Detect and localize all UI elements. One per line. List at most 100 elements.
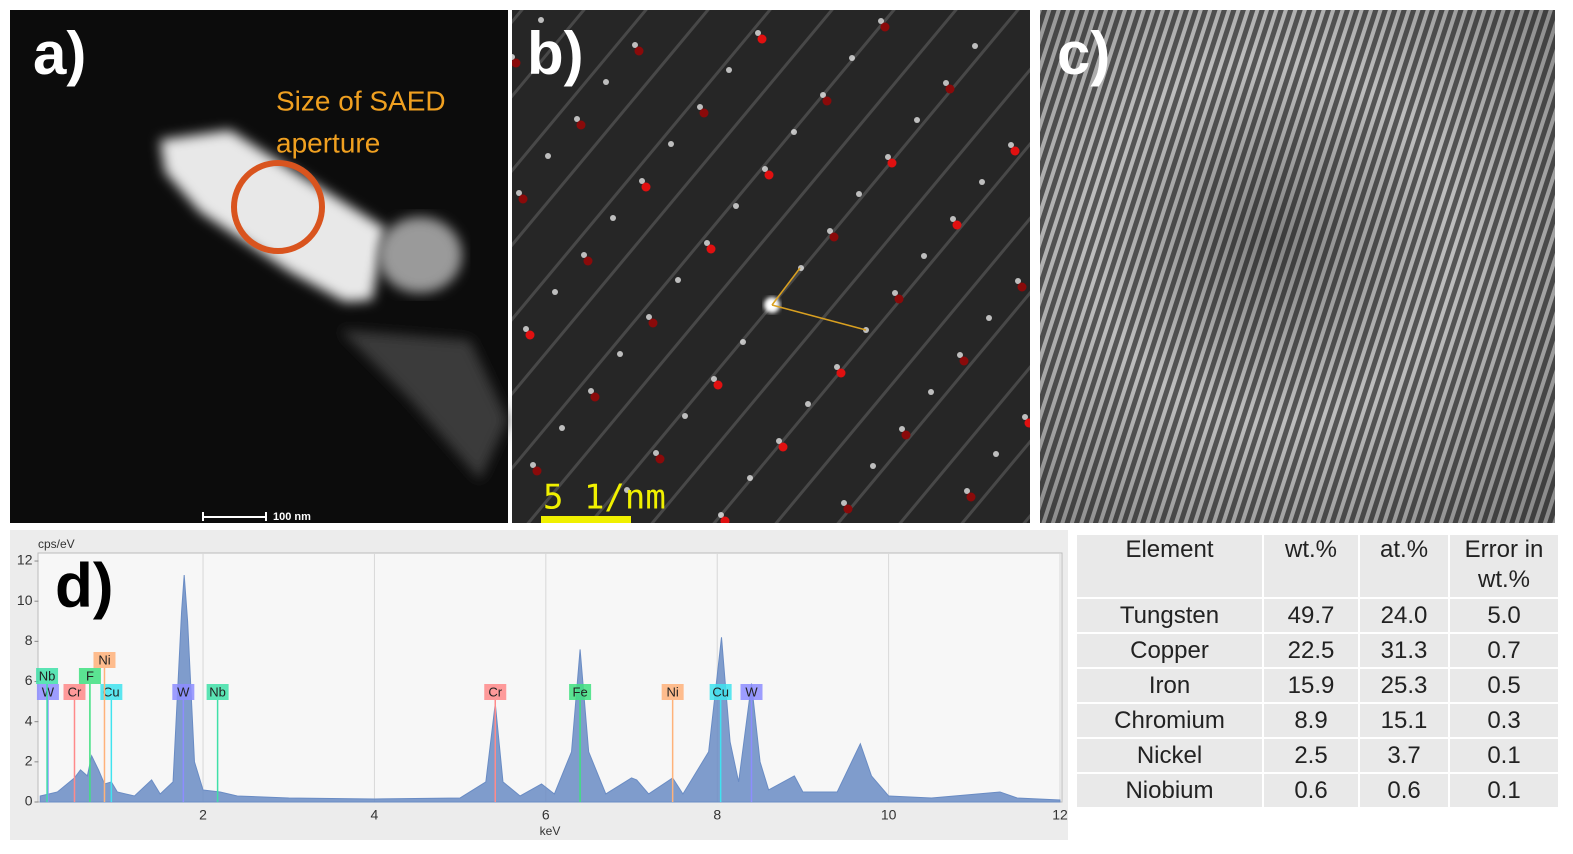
spot [762, 166, 768, 172]
indexed-spot [1024, 418, 1030, 428]
panel-a: a) Size of SAED aperture 100 nm [10, 10, 508, 523]
table-row: Chromium 8.9 15.1 0.3 [1075, 702, 1560, 739]
indexed-spot [525, 330, 535, 340]
table-cell: Chromium [1075, 702, 1264, 739]
table-cell: 0.7 [1448, 632, 1560, 669]
spot [1022, 414, 1028, 420]
element-tag [740, 684, 763, 700]
element-label: Cr [488, 684, 502, 699]
table-cell: 15.9 [1261, 667, 1361, 704]
diffraction-pattern [512, 10, 1030, 523]
spot [552, 289, 558, 295]
spot [617, 351, 623, 357]
element-tag [172, 684, 195, 700]
header-row: Element wt.% at.% Error in wt.% [1075, 533, 1560, 599]
spot [516, 190, 522, 196]
particle [378, 217, 462, 293]
element-tag [709, 684, 732, 700]
scale-label: 5 1/nm [543, 478, 666, 518]
y-tick-label: 12 [17, 552, 33, 568]
spot [512, 54, 515, 60]
vector [771, 304, 867, 331]
table-row: Iron 15.9 25.3 0.5 [1075, 667, 1560, 704]
indexed-spot [887, 158, 897, 168]
spot [921, 253, 927, 259]
header-cell: Error in wt.% [1448, 533, 1560, 599]
scale-bar [541, 516, 631, 523]
spot [928, 389, 934, 395]
indexed-spot [713, 380, 723, 390]
indexed-spot [518, 194, 528, 204]
kikuchi-streak [512, 10, 834, 397]
spot [610, 215, 616, 221]
spot [993, 451, 999, 457]
spot [653, 450, 659, 456]
kikuchi-streak [712, 141, 1030, 523]
annotation: Size of SAED [276, 85, 446, 116]
panel-c: c) [1040, 10, 1555, 523]
indexed-spot [634, 46, 644, 56]
indexed-spot [822, 96, 832, 106]
element-label: W [42, 684, 55, 699]
spot [849, 55, 855, 61]
element-label: Nb [39, 668, 56, 683]
table-cell: 0.3 [1448, 702, 1560, 739]
table-cell: Copper [1075, 632, 1264, 669]
spot [914, 117, 920, 123]
spot [979, 179, 985, 185]
indexed-spot [648, 318, 658, 328]
spot [545, 153, 551, 159]
indexed-spot [532, 466, 542, 476]
indexed-spot [843, 504, 853, 514]
indexed-spot [764, 170, 774, 180]
spot [624, 487, 630, 493]
spot [885, 154, 891, 160]
spot [639, 178, 645, 184]
element-tag [206, 684, 229, 700]
table-cell: 8.9 [1261, 702, 1361, 739]
spot [574, 116, 580, 122]
table-cell: 31.3 [1358, 632, 1450, 669]
indexed-spot [778, 442, 788, 452]
annotation: aperture [276, 127, 380, 158]
element-tag [36, 668, 59, 684]
table-row: Copper 22.5 31.3 0.7 [1075, 632, 1560, 669]
x-axis-label: keV [540, 824, 561, 838]
table-cell: 0.1 [1448, 772, 1560, 809]
indexed-spot [583, 256, 593, 266]
indexed-spot [706, 244, 716, 254]
indexed-spot [576, 120, 586, 130]
table-cell: 25.3 [1358, 667, 1450, 704]
spot [986, 315, 992, 321]
y-axis-label: cps/eV [38, 537, 75, 551]
indexed-spot [641, 182, 651, 192]
spot [747, 475, 753, 481]
element-label: W [177, 684, 190, 699]
y-tick-label: 8 [25, 632, 33, 648]
spot [740, 339, 746, 345]
y-tick-label: 4 [25, 712, 33, 728]
table-cell: 0.5 [1448, 667, 1560, 704]
x-tick-label: 10 [881, 807, 897, 823]
spot [957, 352, 963, 358]
spot [972, 43, 978, 49]
element-label: Fe [573, 684, 588, 699]
indexed-spot [836, 368, 846, 378]
table-cell: 0.1 [1448, 737, 1560, 774]
spot [581, 252, 587, 258]
y-tick-label: 6 [25, 672, 33, 688]
spot [523, 326, 529, 332]
element-tag [484, 684, 507, 700]
header-cell: wt.% [1261, 533, 1361, 599]
element-label: Ni [98, 652, 110, 667]
spot [899, 426, 905, 432]
spot [646, 314, 652, 320]
indexed-spot [901, 430, 911, 440]
panel-label: d) [55, 551, 114, 620]
indexed-spot [757, 34, 767, 44]
spot [733, 203, 739, 209]
element-label: Cu [103, 684, 120, 699]
table-cell: 0.6 [1261, 772, 1361, 809]
element-label: Nb [209, 684, 226, 699]
spot [704, 240, 710, 246]
